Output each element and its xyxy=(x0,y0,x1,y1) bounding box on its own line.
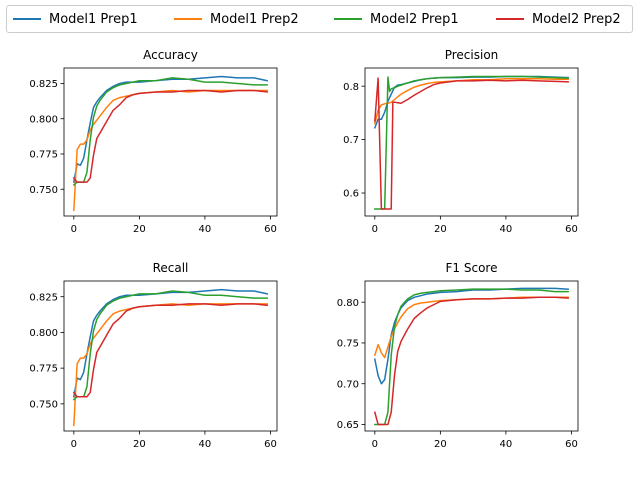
series-line-model1-prep2 xyxy=(73,89,268,212)
legend-label: Model2 Prep1 xyxy=(370,11,459,27)
subplot-recall: 0 20 40 60 0.750 0.775 0.800 0.825 Recall xyxy=(29,261,278,450)
series-group xyxy=(72,75,269,212)
axes-frame xyxy=(364,280,579,432)
subplot-precision: 0 20 40 60 0.6 0.7 0.8 Precision xyxy=(343,48,579,235)
y-tick-label: 0.750 xyxy=(29,399,58,410)
series-line-model2-prep1 xyxy=(72,290,268,401)
subplot-accuracy: 0 20 40 60 0.750 0.775 0.800 0.825 Accuracy xyxy=(29,48,278,235)
y-tick-label: 0.80 xyxy=(337,298,359,309)
y-tick-label: 0.800 xyxy=(29,114,58,125)
series-line-model1-prep2 xyxy=(373,296,569,359)
legend: Model1 Prep1 Model1 Prep2 Model2 Prep1 M… xyxy=(6,5,633,33)
series-line-model2-prep1 xyxy=(374,75,569,210)
subplot-f1-score: 0 20 40 60 0.65 0.70 0.75 0.80 F1 Score xyxy=(337,261,579,450)
x-tick-label: 60 xyxy=(264,224,277,235)
series-line-model1-prep2 xyxy=(73,303,268,427)
x-tick-label: 40 xyxy=(199,439,212,450)
legend-swatch xyxy=(174,18,202,20)
axes-frame xyxy=(63,67,278,217)
legend-item-model1-prep2: Model1 Prep2 xyxy=(174,6,299,32)
series-line-model2-prep1 xyxy=(72,77,268,187)
series-group xyxy=(373,287,569,426)
subplot-title: Recall xyxy=(153,261,189,275)
y-tick-label: 0.7 xyxy=(343,135,359,146)
x-tick-label: 60 xyxy=(565,224,578,235)
legend-item-model2-prep1: Model2 Prep1 xyxy=(334,6,459,32)
y-tick-label: 0.6 xyxy=(343,189,359,200)
series-line-model2-prep2 xyxy=(374,77,569,210)
legend-swatch xyxy=(13,18,41,20)
subplot-title: Accuracy xyxy=(143,48,198,62)
x-tick-label: 0 xyxy=(71,439,77,450)
x-tick-label: 60 xyxy=(264,439,277,450)
x-tick-label: 60 xyxy=(565,439,578,450)
x-tick-label: 20 xyxy=(434,439,447,450)
series-group xyxy=(373,75,569,210)
y-tick-label: 0.70 xyxy=(337,379,359,390)
axes-frame xyxy=(63,280,278,432)
x-tick-label: 20 xyxy=(133,439,146,450)
y-tick-label: 0.825 xyxy=(29,292,58,303)
legend-swatch xyxy=(496,18,524,20)
x-tick-label: 40 xyxy=(199,224,212,235)
legend-item-model2-prep2: Model2 Prep2 xyxy=(496,6,621,32)
series-line-model1-prep1 xyxy=(72,75,269,184)
subplot-title: Precision xyxy=(445,48,499,62)
y-tick-label: 0.8 xyxy=(343,82,359,93)
series-line-model2-prep2 xyxy=(373,296,569,426)
y-tick-label: 0.75 xyxy=(337,339,359,350)
y-tick-label: 0.65 xyxy=(337,420,359,431)
series-line-model2-prep2 xyxy=(72,303,268,398)
y-tick-label: 0.825 xyxy=(29,79,58,90)
legend-item-model1-prep1: Model1 Prep1 xyxy=(13,6,138,32)
x-tick-label: 0 xyxy=(372,439,378,450)
subplot-title: F1 Score xyxy=(446,261,498,275)
series-line-model2-prep1 xyxy=(374,288,569,426)
x-tick-label: 0 xyxy=(372,224,378,235)
x-tick-label: 40 xyxy=(500,224,513,235)
series-group xyxy=(72,288,269,427)
legend-label: Model1 Prep1 xyxy=(49,11,138,27)
x-tick-label: 40 xyxy=(500,439,513,450)
y-tick-label: 0.800 xyxy=(29,328,58,339)
series-line-model2-prep2 xyxy=(72,89,268,183)
y-tick-label: 0.775 xyxy=(29,150,58,161)
x-tick-label: 20 xyxy=(133,224,146,235)
legend-label: Model2 Prep2 xyxy=(532,11,621,27)
x-tick-label: 20 xyxy=(434,224,447,235)
x-tick-label: 0 xyxy=(71,224,77,235)
legend-swatch xyxy=(334,18,362,20)
axes-frame xyxy=(364,67,579,217)
series-line-model1-prep1 xyxy=(72,288,269,398)
y-tick-label: 0.775 xyxy=(29,364,58,375)
y-tick-label: 0.750 xyxy=(29,185,58,196)
legend-label: Model1 Prep2 xyxy=(210,11,299,27)
